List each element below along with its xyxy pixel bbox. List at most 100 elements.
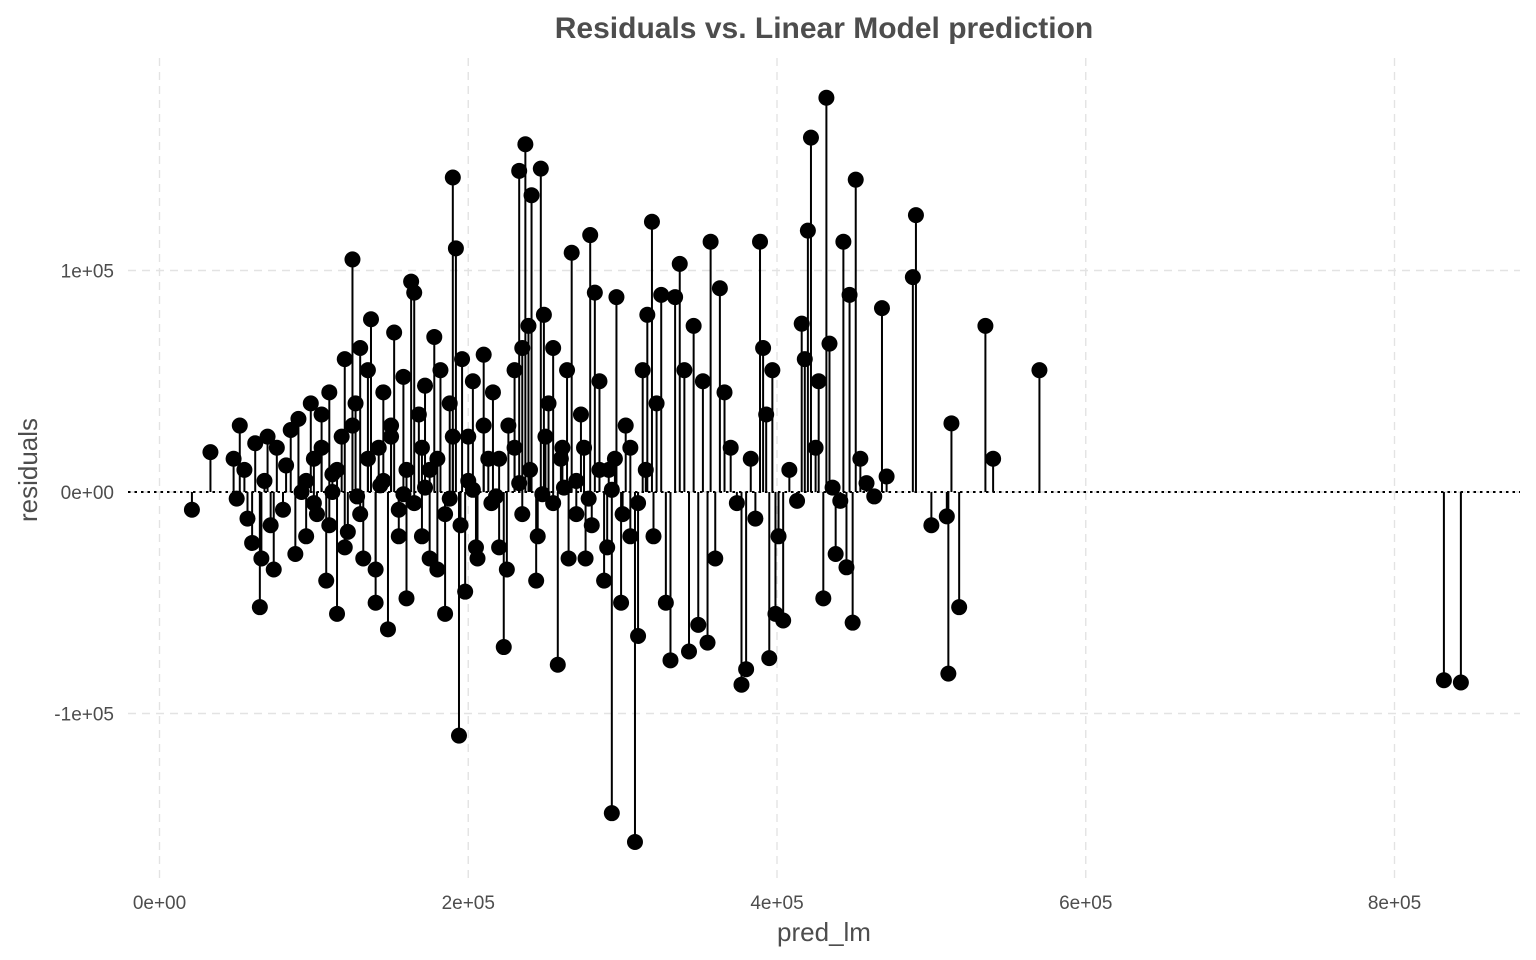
- residual-point: [432, 362, 449, 379]
- residual-point: [810, 373, 827, 390]
- x-tick-label: 8e+05: [1368, 893, 1421, 914]
- residual-point: [506, 362, 523, 379]
- residual-point: [429, 450, 446, 467]
- residual-point: [742, 450, 759, 467]
- residual-point: [426, 328, 443, 345]
- residual-point: [475, 346, 492, 363]
- residual-point: [545, 495, 562, 512]
- residual-point: [386, 324, 403, 341]
- residual-point: [707, 550, 724, 567]
- y-axis-title: residuals: [13, 418, 43, 522]
- residual-point: [596, 572, 613, 589]
- residual-point: [560, 550, 577, 567]
- residual-point: [555, 479, 572, 496]
- residual-point: [275, 501, 291, 518]
- residual-point: [844, 614, 861, 631]
- residual-point: [835, 233, 852, 250]
- residual-point: [450, 727, 467, 744]
- residual-point: [532, 160, 549, 177]
- residual-point: [244, 534, 261, 551]
- residual-point: [549, 656, 566, 673]
- residual-point: [339, 523, 356, 540]
- x-tick-label: 0e+00: [133, 893, 186, 914]
- residual-point: [452, 517, 469, 534]
- residual-point: [940, 665, 957, 682]
- residual-point: [799, 222, 816, 239]
- residual-point: [761, 650, 778, 667]
- residual-point: [711, 280, 728, 297]
- residual-point: [225, 450, 242, 467]
- residual-point: [793, 315, 810, 332]
- residual-stems: [190, 97, 1462, 842]
- residual-point: [603, 805, 620, 822]
- residual-point: [239, 510, 256, 527]
- residual-point: [375, 384, 392, 401]
- residual-point: [1031, 362, 1048, 379]
- y-tick-label: -1e+05: [54, 705, 114, 726]
- residual-point: [344, 417, 361, 434]
- residual-point: [313, 439, 330, 456]
- residual-point: [781, 461, 798, 478]
- residual-point: [643, 213, 660, 230]
- residual-point: [506, 439, 523, 456]
- residual-points: [183, 89, 1469, 850]
- residual-point: [662, 652, 679, 669]
- residual-point: [349, 488, 366, 505]
- residual-point: [832, 492, 849, 509]
- residual-point: [484, 384, 501, 401]
- y-tick-label: 0e+00: [61, 483, 114, 504]
- residual-point: [722, 439, 739, 456]
- residual-point: [985, 450, 1002, 467]
- residual-point: [645, 528, 662, 545]
- residual-point: [336, 539, 353, 556]
- residual-point: [622, 439, 639, 456]
- residual-point: [841, 286, 858, 303]
- residual-point: [827, 546, 844, 563]
- residual-point: [352, 506, 369, 523]
- y-axis-ticks: -1e+05 0e+00 1e+05: [54, 262, 114, 726]
- residual-point: [517, 136, 534, 153]
- residual-point: [495, 639, 512, 656]
- residual-point: [758, 406, 775, 423]
- residual-point: [858, 475, 875, 492]
- residual-point: [511, 162, 528, 179]
- residual-point: [498, 561, 515, 578]
- residual-point: [488, 488, 505, 505]
- residual-point: [637, 461, 654, 478]
- residual-point: [406, 495, 423, 512]
- x-tick-label: 6e+05: [1059, 893, 1112, 914]
- residual-point: [523, 187, 540, 204]
- residual-point: [583, 517, 600, 534]
- residual-point: [398, 461, 415, 478]
- residual-point: [359, 362, 376, 379]
- residual-point: [367, 594, 384, 611]
- residual-point: [613, 594, 630, 611]
- residual-point: [256, 472, 273, 489]
- residual-point: [333, 428, 350, 445]
- residual-point: [626, 833, 643, 850]
- residual-point: [437, 605, 454, 622]
- residual-point: [457, 583, 474, 600]
- residual-point: [413, 439, 430, 456]
- residual-point: [639, 306, 656, 323]
- residual-point: [491, 539, 508, 556]
- residual-point: [847, 171, 864, 188]
- residual-point: [685, 317, 702, 334]
- residual-point: [815, 590, 832, 607]
- residual-point: [591, 461, 608, 478]
- residual-point: [738, 661, 755, 678]
- residual-point: [535, 306, 552, 323]
- residual-point: [352, 340, 369, 357]
- residual-point: [563, 244, 580, 261]
- residual-point: [251, 599, 268, 616]
- residual-point: [614, 506, 631, 523]
- residual-point: [298, 528, 315, 545]
- residual-point: [321, 384, 338, 401]
- residual-point: [514, 340, 531, 357]
- residual-point: [606, 450, 623, 467]
- residual-point: [617, 417, 634, 434]
- residual-point: [298, 472, 315, 489]
- residual-point: [183, 501, 200, 518]
- residual-point: [313, 406, 330, 423]
- residual-point: [559, 362, 576, 379]
